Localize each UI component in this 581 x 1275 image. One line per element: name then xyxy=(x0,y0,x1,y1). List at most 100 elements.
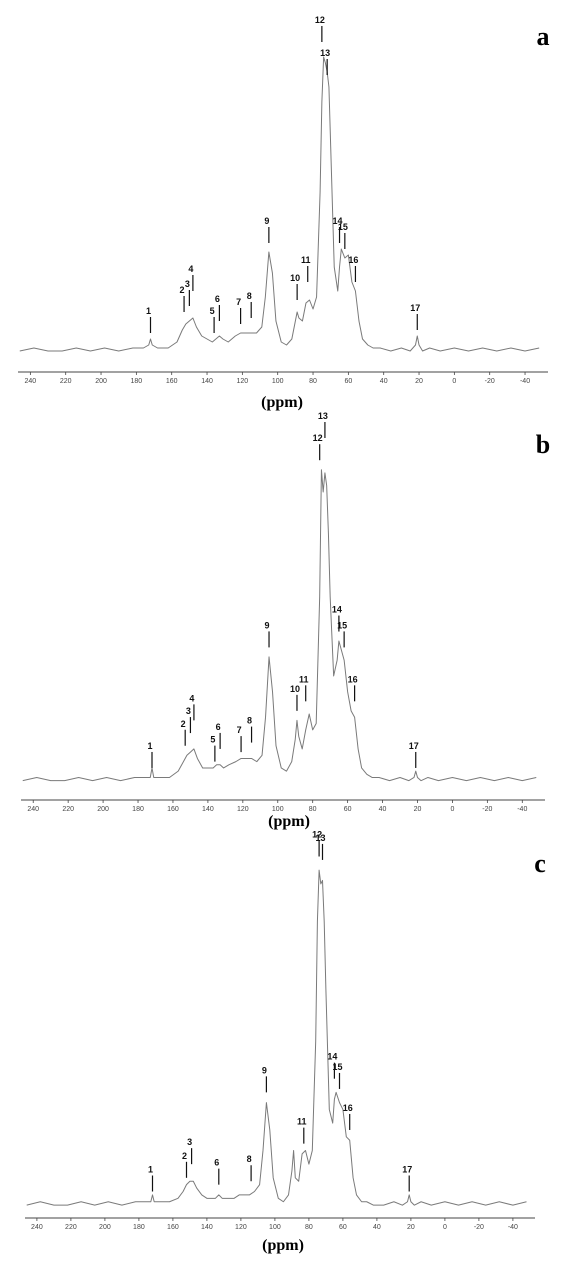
x-tick-label: -20 xyxy=(485,378,495,385)
x-tick-label: 20 xyxy=(415,378,423,385)
peak-label: 3 xyxy=(186,706,191,716)
peak-label: 12 xyxy=(312,830,322,840)
peak-label: 7 xyxy=(236,297,241,307)
peak-label: 11 xyxy=(299,674,309,684)
peak-label: 5 xyxy=(210,306,215,316)
peak-label: 2 xyxy=(180,285,185,295)
peak-label: 11 xyxy=(297,1117,307,1127)
peak-label: 14 xyxy=(327,1052,337,1062)
peak-label: 16 xyxy=(348,255,358,265)
peak-label: 1 xyxy=(148,1164,153,1174)
x-axis-title: (ppm) xyxy=(262,1237,304,1254)
x-tick-label: 100 xyxy=(272,378,284,385)
x-tick-label: 140 xyxy=(201,1224,213,1231)
peak-label: 8 xyxy=(247,1154,252,1164)
peak-label: 9 xyxy=(264,216,269,226)
x-tick-label: 220 xyxy=(60,378,72,385)
x-tick-label: 60 xyxy=(344,806,352,813)
peak-label: 7 xyxy=(237,725,242,735)
peak-label: 15 xyxy=(338,222,348,232)
x-tick-label: 160 xyxy=(167,1224,179,1231)
x-tick-label: 80 xyxy=(309,378,317,385)
peak-label: 13 xyxy=(320,48,330,58)
peak-label: 17 xyxy=(402,1164,412,1174)
x-tick-label: 180 xyxy=(132,806,144,813)
x-tick-label: 200 xyxy=(99,1224,111,1231)
x-tick-label: 140 xyxy=(202,806,214,813)
peak-label: 2 xyxy=(181,719,186,729)
x-tick-label: -40 xyxy=(520,378,530,385)
x-tick-label: 0 xyxy=(443,1224,447,1231)
x-tick-label: 240 xyxy=(27,806,39,813)
x-tick-label: -20 xyxy=(482,806,492,813)
peak-label: 14 xyxy=(333,216,343,226)
peak-label: 4 xyxy=(188,264,193,274)
peak-label: 11 xyxy=(301,255,311,265)
peak-label: 3 xyxy=(185,279,190,289)
peak-label: 16 xyxy=(343,1103,353,1113)
peak-label: 17 xyxy=(409,741,419,751)
x-tick-label: -40 xyxy=(508,1224,518,1231)
peak-label: 5 xyxy=(210,735,215,745)
x-axis-title: (ppm) xyxy=(268,813,310,830)
peak-label: 16 xyxy=(348,674,358,684)
peak-label: 9 xyxy=(262,1065,267,1075)
x-tick-label: 0 xyxy=(452,378,456,385)
peak-label: 12 xyxy=(315,15,325,25)
peak-label: 1 xyxy=(146,306,151,316)
peak-label: 17 xyxy=(410,303,420,313)
x-tick-label: 40 xyxy=(373,1224,381,1231)
x-tick-label: 120 xyxy=(237,806,249,813)
spectrum-line xyxy=(26,869,527,1206)
peak-label: 2 xyxy=(182,1151,187,1161)
x-tick-label: 160 xyxy=(166,378,178,385)
peak-label: 6 xyxy=(215,294,220,304)
x-tick-label: 0 xyxy=(450,806,454,813)
x-tick-label: 160 xyxy=(167,806,179,813)
peak-label: 6 xyxy=(216,722,221,732)
panel-letter: c xyxy=(534,849,546,878)
x-tick-label: 220 xyxy=(65,1224,77,1231)
x-tick-label: 120 xyxy=(235,1224,247,1231)
x-tick-label: 20 xyxy=(414,806,422,813)
peak-label: 12 xyxy=(313,433,323,443)
peak-label: 8 xyxy=(247,291,252,301)
spectrum-line xyxy=(19,56,540,352)
x-tick-label: 200 xyxy=(95,378,107,385)
x-tick-label: 240 xyxy=(25,378,37,385)
x-tick-label: 240 xyxy=(31,1224,43,1231)
x-tick-label: 80 xyxy=(309,806,317,813)
panel-letter: b xyxy=(536,430,550,459)
peak-label: 13 xyxy=(315,833,325,843)
x-tick-label: 140 xyxy=(201,378,213,385)
peak-label: 3 xyxy=(187,1137,192,1147)
peak-label: 15 xyxy=(332,1062,342,1072)
x-tick-label: 180 xyxy=(133,1224,145,1231)
x-tick-label: 100 xyxy=(272,806,284,813)
x-axis-title: (ppm) xyxy=(261,394,303,411)
peak-label: 10 xyxy=(290,273,300,283)
x-tick-label: -20 xyxy=(474,1224,484,1231)
x-tick-label: 40 xyxy=(379,806,387,813)
panel-letter: a xyxy=(537,22,550,51)
x-tick-label: 120 xyxy=(237,378,249,385)
x-tick-label: 60 xyxy=(339,1224,347,1231)
x-tick-label: 40 xyxy=(380,378,388,385)
spectrum-line xyxy=(22,469,537,782)
x-tick-label: 60 xyxy=(344,378,352,385)
x-tick-label: 180 xyxy=(131,378,143,385)
x-tick-label: 20 xyxy=(407,1224,415,1231)
peak-label: 15 xyxy=(337,620,347,630)
peak-label: 1 xyxy=(147,741,152,751)
x-tick-label: 100 xyxy=(269,1224,281,1231)
peak-label: 4 xyxy=(189,693,194,703)
x-tick-label: 220 xyxy=(62,806,74,813)
peak-label: 8 xyxy=(247,716,252,726)
peak-label: 14 xyxy=(332,605,342,615)
x-tick-label: 80 xyxy=(305,1224,313,1231)
peak-label: 6 xyxy=(214,1158,219,1168)
peak-label: 13 xyxy=(318,411,328,421)
x-tick-label: 200 xyxy=(97,806,109,813)
